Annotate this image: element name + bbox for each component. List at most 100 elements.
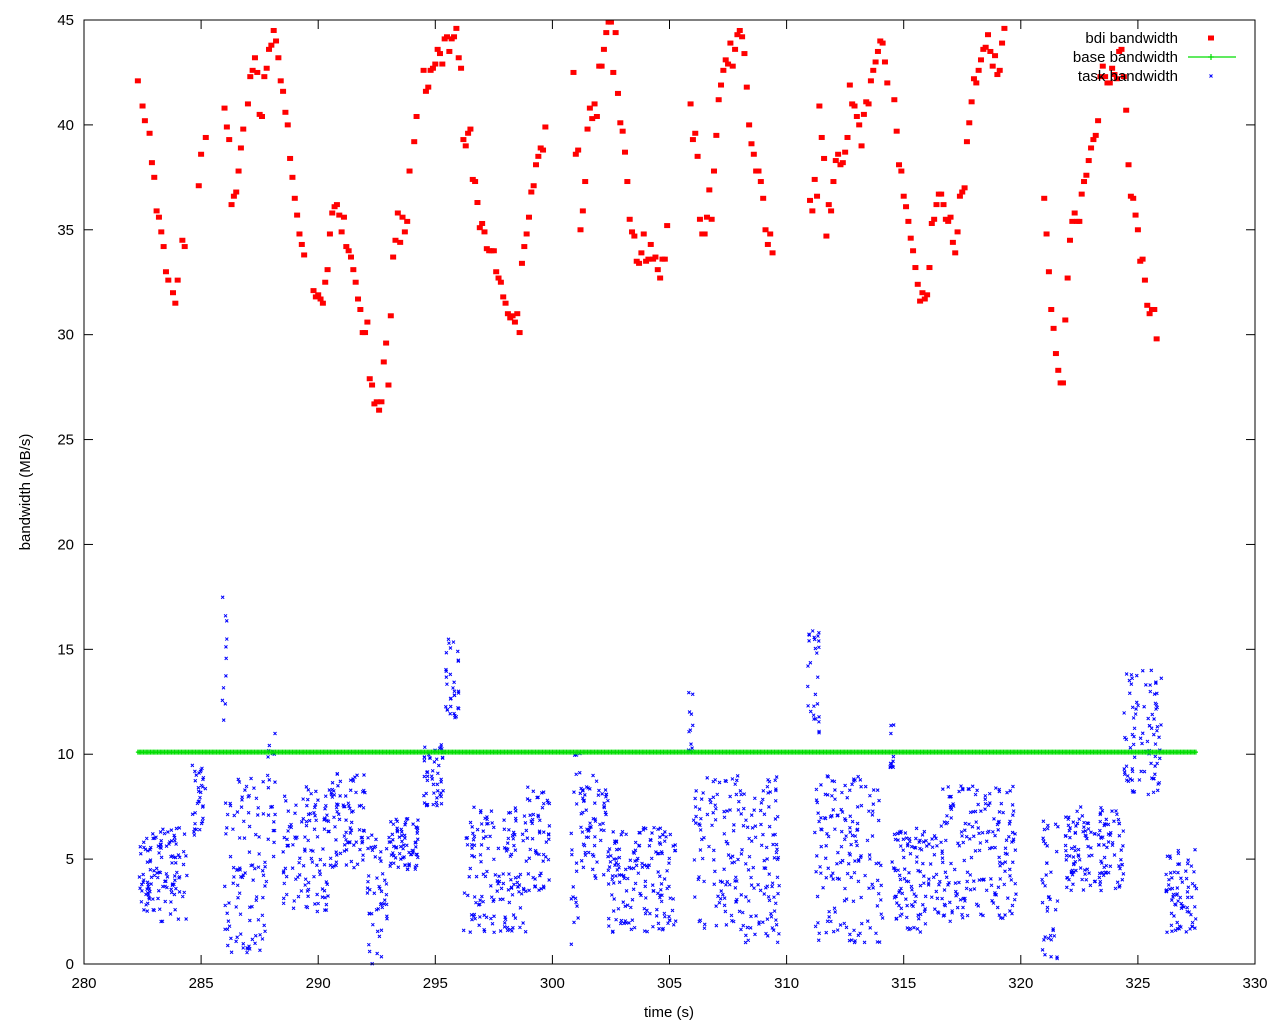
task-bandwidth-point <box>613 874 618 878</box>
task-bandwidth-point <box>185 873 189 878</box>
task-bandwidth-point <box>448 704 453 709</box>
task-bandwidth-point <box>294 803 298 808</box>
task-bandwidth-point <box>1086 827 1091 831</box>
task-bandwidth-point <box>766 791 770 795</box>
task-bandwidth-point <box>589 825 593 829</box>
task-bandwidth-point <box>1193 926 1197 930</box>
bdi-bandwidth-point <box>310 288 317 294</box>
task-bandwidth-point <box>840 810 845 814</box>
task-bandwidth-point <box>761 788 766 793</box>
task-bandwidth-point <box>817 645 821 650</box>
bdi-bandwidth-point <box>509 313 516 319</box>
task-bandwidth-point <box>617 847 622 852</box>
bdi-bandwidth-point <box>661 256 668 262</box>
bdi-bandwidth-point <box>158 229 165 235</box>
task-bandwidth-point <box>604 792 609 797</box>
task-bandwidth-point <box>226 919 231 923</box>
bdi-bandwidth-point <box>741 51 748 57</box>
task-bandwidth-point <box>465 893 470 898</box>
task-bandwidth-point <box>592 801 597 805</box>
task-bandwidth-point <box>345 840 350 845</box>
bdi-bandwidth-point <box>525 214 532 220</box>
task-bandwidth-point <box>776 855 781 860</box>
task-bandwidth-point <box>904 897 908 901</box>
task-bandwidth-point <box>746 899 751 903</box>
task-bandwidth-point <box>725 841 730 846</box>
bdi-bandwidth-point <box>235 168 242 174</box>
task-bandwidth-point <box>184 917 188 921</box>
bdi-bandwidth-point <box>198 151 205 157</box>
task-bandwidth-point <box>338 794 342 798</box>
task-bandwidth-point <box>1168 871 1173 875</box>
task-bandwidth-point <box>1122 767 1127 771</box>
bdi-bandwidth-point <box>362 330 369 336</box>
task-bandwidth-point <box>1176 899 1180 903</box>
task-bandwidth-point <box>193 821 197 826</box>
task-bandwidth-point <box>774 922 779 927</box>
bdi-bandwidth-point <box>708 216 715 222</box>
task-bandwidth-point <box>533 884 538 889</box>
task-bandwidth-point <box>970 784 975 789</box>
task-bandwidth-point <box>986 829 991 834</box>
task-bandwidth-point <box>590 867 595 872</box>
task-bandwidth-point <box>407 862 412 866</box>
task-bandwidth-point <box>257 852 262 856</box>
task-bandwidth-point <box>351 843 356 847</box>
bdi-bandwidth-point <box>181 244 188 250</box>
task-bandwidth-point <box>1170 886 1175 891</box>
task-bandwidth-point <box>147 887 152 891</box>
task-bandwidth-point <box>643 911 648 916</box>
task-bandwidth-point <box>708 797 712 802</box>
task-bandwidth-point <box>439 777 444 782</box>
task-bandwidth-point <box>1167 887 1172 891</box>
task-bandwidth-point <box>1148 689 1153 694</box>
task-bandwidth-point <box>358 847 362 852</box>
task-bandwidth-point <box>448 711 453 716</box>
task-bandwidth-point <box>844 834 848 838</box>
bdi-bandwidth-point <box>228 202 235 208</box>
task-bandwidth-point <box>174 842 178 846</box>
task-bandwidth-point <box>573 896 578 901</box>
task-bandwidth-point <box>1130 769 1135 774</box>
task-bandwidth-point <box>759 822 763 827</box>
task-bandwidth-point <box>602 801 607 806</box>
bdi-bandwidth-point <box>355 296 362 302</box>
task-bandwidth-point <box>952 867 957 872</box>
task-bandwidth-point <box>489 895 494 900</box>
task-bandwidth-point <box>630 918 635 922</box>
task-bandwidth-point <box>361 853 365 858</box>
task-bandwidth-point <box>896 868 900 873</box>
task-bandwidth-point <box>1098 828 1102 833</box>
task-bandwidth-point <box>714 923 719 928</box>
task-bandwidth-point <box>914 860 919 864</box>
task-bandwidth-point <box>899 886 903 891</box>
task-bandwidth-point <box>247 824 252 829</box>
task-bandwidth-point <box>576 916 580 920</box>
task-bandwidth-point <box>606 916 611 921</box>
task-bandwidth-point <box>921 881 926 886</box>
bdi-bandwidth-point <box>940 202 947 208</box>
task-bandwidth-point <box>914 894 918 899</box>
task-bandwidth-point <box>267 743 272 748</box>
task-bandwidth-point <box>953 881 958 886</box>
task-bandwidth-point <box>908 851 913 856</box>
bdi-bandwidth-point <box>324 267 331 273</box>
task-bandwidth-point <box>923 894 928 899</box>
task-bandwidth-point <box>845 871 850 876</box>
task-bandwidth-point <box>745 925 750 930</box>
task-bandwidth-point <box>1010 903 1015 908</box>
task-bandwidth-point <box>220 595 225 600</box>
task-bandwidth-point <box>715 792 720 797</box>
task-bandwidth-point <box>1063 815 1068 819</box>
task-bandwidth-point <box>990 845 995 850</box>
task-bandwidth-point <box>1102 843 1106 847</box>
bdi-bandwidth-point <box>579 208 586 214</box>
bdi-bandwidth-point <box>345 248 352 254</box>
task-bandwidth-point <box>173 855 178 860</box>
task-bandwidth-point <box>940 856 945 860</box>
task-bandwidth-point <box>667 914 671 919</box>
task-bandwidth-point <box>1134 673 1139 678</box>
bdi-bandwidth-point <box>1001 25 1008 31</box>
task-bandwidth-point <box>306 880 311 885</box>
task-bandwidth-point <box>956 841 960 846</box>
